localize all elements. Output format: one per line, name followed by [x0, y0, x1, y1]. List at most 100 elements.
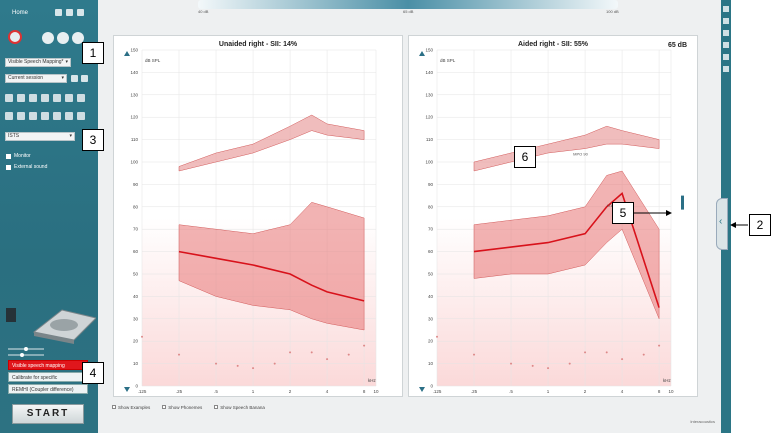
tool-icon[interactable] — [65, 112, 73, 120]
session-select[interactable]: Current session ▾ — [5, 74, 67, 83]
speech-mapping-select[interactable]: Visible Speech Mapping* ▾ — [5, 58, 71, 67]
level-marker — [681, 195, 684, 210]
save-icon[interactable] — [66, 9, 73, 16]
y-tick-label: 20 — [133, 339, 139, 344]
start-button[interactable]: START — [12, 404, 84, 424]
tool-icon[interactable] — [41, 94, 49, 102]
threshold-point — [605, 351, 608, 354]
y-tick-label: 70 — [428, 227, 434, 232]
y-tick-label: 130 — [130, 92, 138, 97]
exit-icon[interactable] — [77, 9, 84, 16]
x-tick-label: 1 — [252, 389, 255, 394]
y-tick-label: 40 — [428, 294, 434, 299]
y-tick-label: 100 — [425, 160, 433, 165]
callout-3: 3 — [82, 129, 104, 151]
y-tick-label: 60 — [133, 249, 139, 254]
tool-icon[interactable] — [5, 94, 13, 102]
strip-icon[interactable] — [723, 54, 729, 60]
x-tick-label: .25 — [176, 389, 183, 394]
show-speech-banana-checkbox[interactable]: Show Speech Banana — [214, 405, 265, 410]
threshold-point — [289, 351, 292, 354]
y-tick-label: 80 — [428, 204, 434, 209]
level-bar: 40 dB 65 dB 100 dB — [138, 0, 678, 14]
tool-icon[interactable] — [53, 94, 61, 102]
threshold-point — [584, 351, 587, 354]
strip-icon[interactable] — [723, 6, 729, 12]
session-compare-icon[interactable] — [81, 75, 88, 82]
threshold-point — [436, 335, 438, 338]
threshold-point — [326, 358, 329, 361]
threshold-point — [236, 364, 239, 367]
tool-icon[interactable] — [17, 94, 25, 102]
tool-icon[interactable] — [17, 112, 25, 120]
monitor-checkbox[interactable]: Monitor — [6, 153, 31, 159]
toolbar-row-2 — [5, 112, 85, 120]
strip-icon[interactable] — [723, 18, 729, 24]
tool-icon[interactable] — [29, 112, 37, 120]
level-min-label: 40 dB — [198, 9, 209, 14]
signal-select[interactable]: ISTS ▾ — [5, 132, 75, 141]
scroll-down-icon — [124, 387, 130, 392]
x-tick-label: .125 — [433, 389, 442, 394]
session-edit-icon[interactable] — [71, 75, 78, 82]
y-tick-label: 50 — [428, 272, 434, 277]
tool-icon[interactable] — [53, 112, 61, 120]
x-tick-label: 4 — [326, 389, 329, 394]
main-area: 40 dB 65 dB 100 dB Unaided right - SII: … — [98, 0, 721, 433]
show-phonemes-checkbox[interactable]: Show Phonemes — [162, 405, 202, 410]
mode-icon-2[interactable] — [57, 32, 69, 44]
strip-icon[interactable] — [723, 42, 729, 48]
unaided-panel: Unaided right - SII: 14% 150 140 130 120 110… — [113, 35, 403, 397]
y-tick-label: 90 — [133, 182, 139, 187]
strip-icon[interactable] — [723, 66, 729, 72]
x-tick-label: 2 — [584, 389, 587, 394]
y-tick-label: 110 — [426, 137, 434, 142]
y-tick-label: 150 — [130, 48, 138, 53]
ear-icon[interactable] — [8, 30, 22, 44]
x-tick-label: 8 — [658, 389, 661, 394]
y-tick-label: 30 — [133, 316, 139, 321]
volume-slider[interactable] — [6, 346, 46, 358]
x-tick-label: .5 — [509, 389, 513, 394]
footer-logo: Interacoustics — [690, 419, 715, 424]
mode-remhi[interactable]: REMHI (Coupler difference) — [8, 384, 88, 394]
threshold-point — [252, 367, 255, 370]
mode-icon-3[interactable] — [72, 32, 84, 44]
threshold-point — [531, 364, 534, 367]
threshold-point — [215, 362, 218, 365]
y-tick-label: 110 — [131, 137, 139, 142]
threshold-point — [510, 362, 513, 365]
side-panel-toggle[interactable] — [716, 198, 728, 250]
threshold-point — [568, 362, 571, 365]
external-sound-checkbox[interactable]: External sound — [6, 164, 47, 170]
y-tick-label: 90 — [428, 182, 434, 187]
tool-icon[interactable] — [41, 112, 49, 120]
ltass-line — [178, 250, 365, 302]
tool-icon[interactable] — [77, 94, 85, 102]
print-icon[interactable] — [55, 9, 62, 16]
x-tick-label: .25 — [471, 389, 478, 394]
tool-icon[interactable] — [5, 112, 13, 120]
show-examples-checkbox[interactable]: Show Examples — [112, 405, 150, 410]
tool-icon[interactable] — [65, 94, 73, 102]
level-slider[interactable] — [198, 0, 618, 9]
x-tick-label: 1 — [547, 389, 550, 394]
strip-icon[interactable] — [723, 30, 729, 36]
y-tick-label: 0 — [135, 384, 138, 389]
unaided-chart: 1501401301201101009080706050403020100.12… — [124, 48, 379, 394]
y-tick-label: 0 — [430, 384, 433, 389]
callout-1: 1 — [82, 42, 104, 64]
mode-list: Visible speech mapping Calibrate for spe… — [8, 360, 88, 396]
y-tick-label: 150 — [425, 48, 433, 53]
x-tick-label: 2 — [289, 389, 292, 394]
tool-icon[interactable] — [29, 94, 37, 102]
mode-icon-1[interactable] — [42, 32, 54, 44]
callout-6: 6 — [514, 146, 536, 168]
tool-icon[interactable] — [77, 112, 85, 120]
y-tick-label: 120 — [425, 115, 433, 120]
y-tick-label: 60 — [428, 249, 434, 254]
threshold-point — [363, 344, 366, 347]
y-tick-label: 30 — [428, 316, 434, 321]
x-tick-label: 10 — [668, 389, 674, 394]
